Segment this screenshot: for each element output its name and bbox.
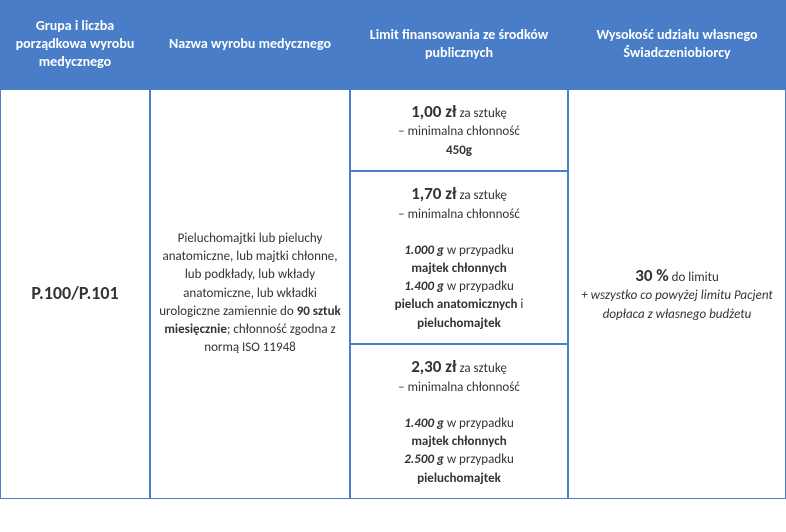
tier2-w2prod2: pieluchomajtek (417, 316, 501, 331)
product-description: Pieluchomajtki lub pieluchy anatomiczne,… (159, 230, 341, 357)
tier3-w1: 1.400 g (404, 416, 444, 431)
pricing-table: Grupa i liczba porządkowa wyrobu medyczn… (0, 0, 786, 499)
tier2-w1: 1.000 g (404, 243, 444, 258)
limit-tier-1: 1,00 zł za sztukę – minimalna chłonność … (350, 89, 568, 171)
tier2-w2: 1.400 g (404, 279, 444, 294)
tier3-w1txt: w przypadku (447, 416, 514, 431)
tier2-per: za sztukę (459, 188, 506, 203)
tier1-weight: 450g (446, 143, 472, 158)
limit-tier-2: 1,70 zł za sztukę – minimalna chłonność … (350, 171, 568, 344)
product-cell: Pieluchomajtki lub pieluchy anatomiczne,… (150, 89, 350, 499)
header-limit: Limit finansowania ze środków publicznyc… (350, 0, 568, 89)
share-extra: + wszystko co powyżej limitu Pacjent dop… (581, 288, 773, 321)
header-product: Nazwa wyrobu medycznego (150, 0, 350, 89)
header-share: Wysokość udziału własnego Świadczeniobio… (568, 0, 786, 89)
code-cell: P.100/P.101 (0, 89, 150, 499)
share-content: 30 % do limitu + wszystko co powyżej lim… (577, 264, 777, 324)
share-pct: 30 % (635, 265, 668, 286)
tier3-w2: 2.500 g (404, 452, 444, 467)
share-cell: 30 % do limitu + wszystko co powyżej lim… (568, 89, 786, 499)
tier2-w2txt: w przypadku (447, 279, 514, 294)
limit-column: 1,00 zł za sztukę – minimalna chłonność … (350, 89, 568, 499)
table-header-row: Grupa i liczba porządkowa wyrobu medyczn… (0, 0, 786, 89)
table-body-row: P.100/P.101 Pieluchomajtki lub pieluchy … (0, 89, 786, 499)
tier1-sub: – minimalna chłonność (398, 124, 520, 139)
tier3-price: 2,30 zł (411, 356, 456, 377)
tier1-per: za sztukę (459, 106, 506, 121)
limit-tier-3: 2,30 zł za sztukę – minimalna chłonność … (350, 344, 568, 499)
tier2-w1txt: w przypadku (447, 243, 514, 258)
product-code: P.100/P.101 (31, 281, 118, 306)
tier2-sub: – minimalna chłonność (398, 207, 520, 222)
tier1-price: 1,00 zł (411, 101, 456, 122)
tier3-w2prod: pieluchomajtek (417, 471, 501, 486)
tier2-w2and: i (520, 297, 523, 312)
share-pct-txt: do limitu (672, 270, 719, 285)
tier2-w2prod1: pieluch anatomicznych (395, 297, 518, 312)
tier2-w1prod: majtek chłonnych (411, 261, 506, 276)
tier3-per: za sztukę (459, 361, 506, 376)
tier3-w2txt: w przypadku (447, 452, 514, 467)
header-group: Grupa i liczba porządkowa wyrobu medyczn… (0, 0, 150, 89)
tier3-w1prod: majtek chłonnych (411, 434, 506, 449)
tier2-price: 1,70 zł (411, 183, 456, 204)
tier3-sub: – minimalna chłonność (398, 380, 520, 395)
